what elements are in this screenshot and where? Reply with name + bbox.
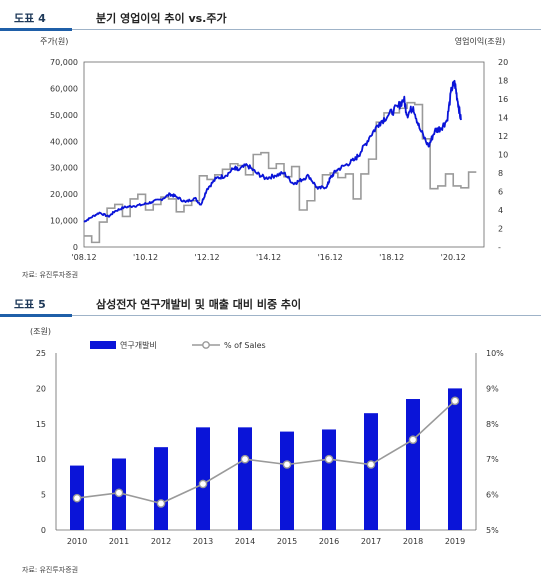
right-tick-label: 6 xyxy=(498,188,503,197)
left-tick-label: 0 xyxy=(41,526,46,535)
right-tick-label: 10 xyxy=(498,151,508,160)
right-tick-label: 18 xyxy=(498,77,508,86)
x-tick-label: '12.12 xyxy=(195,253,220,262)
right-tick-label: 16 xyxy=(498,95,508,104)
left-tick-label: 0 xyxy=(73,243,78,252)
x-tick-label: '16.12 xyxy=(318,253,343,262)
x-tick-label: 2019 xyxy=(445,537,465,546)
rnd-bar xyxy=(238,427,252,530)
right-tick-label: 7% xyxy=(486,455,499,464)
figure-header-2: 도표 5 삼성전자 연구개발비 및 매출 대비 비중 추이 xyxy=(0,292,541,317)
left-tick-label: 10,000 xyxy=(50,217,78,226)
right-tick-label: 6% xyxy=(486,491,499,500)
right-tick-label: 12 xyxy=(498,132,508,141)
sales-ratio-point xyxy=(72,493,82,503)
rnd-bar xyxy=(280,431,294,530)
rnd-bar xyxy=(154,447,168,530)
operating-profit-line xyxy=(84,101,477,244)
sales-ratio-point xyxy=(156,499,166,508)
x-tick-label: '14.12 xyxy=(256,253,281,262)
chart-rnd-expense: (조원) 0 5 10 15 20 25 5% 6% 7% 8% 9% 10% 2010 2011 2012 2… xyxy=(30,327,504,546)
left-axis-unit: (조원) xyxy=(30,327,51,336)
left-tick-label: 5 xyxy=(41,491,46,500)
left-tick-label: 40,000 xyxy=(50,137,78,146)
sales-ratio-point xyxy=(240,454,250,464)
chart-operating-profit-vs-price: 주가(원) 영업이익(조원) 0 10,000 20,000 30,000 40,000 50… xyxy=(40,36,508,262)
left-tick-label: 20 xyxy=(36,384,46,393)
left-tick-label: 10 xyxy=(36,455,46,464)
x-tick-label: 2011 xyxy=(109,537,129,546)
source-note-1: 자료: 유진투자증권 xyxy=(22,271,79,279)
sales-ratio-point xyxy=(114,488,124,498)
left-tick-label: 25 xyxy=(36,349,46,358)
x-tick-label: '20.12 xyxy=(441,253,466,262)
right-tick-label: 9% xyxy=(486,384,499,393)
x-tick-label: '18.12 xyxy=(379,253,404,262)
left-tick-label: 50,000 xyxy=(50,111,78,120)
right-tick-label: 5% xyxy=(486,526,499,535)
x-tick-label: 2014 xyxy=(235,537,255,546)
sales-ratio-point xyxy=(282,460,292,469)
x-tick-label: 2012 xyxy=(151,537,171,546)
legend-label-ratio: % of Sales xyxy=(224,341,266,350)
sales-ratio-line xyxy=(76,400,456,505)
x-tick-label: 2017 xyxy=(361,537,381,546)
source-note-2: 자료: 유진투자증권 xyxy=(22,566,79,574)
left-tick-label: 15 xyxy=(36,420,46,429)
sales-ratio-point xyxy=(198,479,208,489)
x-tick-label: '08.12 xyxy=(71,253,96,262)
figure-header-1: 도표 4 분기 영업이익 추이 vs.주가 xyxy=(0,6,541,31)
rnd-bar xyxy=(322,429,336,530)
rnd-bar xyxy=(406,399,420,530)
x-tick-label: 2015 xyxy=(277,537,297,546)
right-tick-label: 2 xyxy=(498,225,503,234)
right-tick-label: 20 xyxy=(498,58,508,67)
header-accent-1 xyxy=(0,28,72,31)
right-tick-label: 8% xyxy=(486,420,499,429)
legend-marker-ratio xyxy=(202,341,210,349)
figure-title-1: 분기 영업이익 추이 vs.주가 xyxy=(96,12,227,25)
right-tick-label: 4 xyxy=(498,206,503,215)
plot-frame xyxy=(83,61,485,248)
header-accent-2 xyxy=(0,314,72,317)
rnd-bar xyxy=(448,388,462,530)
sales-ratio-point xyxy=(450,396,460,406)
sales-ratio-point xyxy=(408,435,418,445)
right-tick-label: 14 xyxy=(498,114,508,123)
x-tick-label: 2016 xyxy=(319,537,339,546)
right-axis-unit: 영업이익(조원) xyxy=(455,36,505,46)
x-tick-label: 2013 xyxy=(193,537,213,546)
left-tick-label: 30,000 xyxy=(50,164,78,173)
right-tick-label: - xyxy=(498,243,501,252)
figure-number-2: 도표 5 xyxy=(14,298,46,311)
left-tick-label: 20,000 xyxy=(50,190,78,199)
legend-label-rnd: 연구개발비 xyxy=(120,340,157,350)
figure-number-1: 도표 4 xyxy=(14,12,46,25)
x-tick-label: '10.12 xyxy=(133,253,158,262)
sales-ratio-point xyxy=(366,460,376,469)
legend-swatch-rnd xyxy=(90,341,116,349)
sales-ratio-point xyxy=(324,454,334,464)
rnd-bar xyxy=(196,427,210,530)
header-rule-2 xyxy=(0,315,541,316)
left-tick-label: 70,000 xyxy=(50,58,78,67)
x-tick-label: 2018 xyxy=(403,537,423,546)
left-axis-unit: 주가(원) xyxy=(40,37,68,46)
figure-title-2: 삼성전자 연구개발비 및 매출 대비 비중 추이 xyxy=(96,298,302,311)
left-tick-label: 60,000 xyxy=(50,84,78,93)
header-rule-1 xyxy=(0,29,541,30)
right-tick-label: 10% xyxy=(486,349,504,358)
rnd-bar xyxy=(364,413,378,530)
right-tick-label: 8 xyxy=(498,169,503,178)
x-tick-label: 2010 xyxy=(67,537,87,546)
stock-price-line xyxy=(83,79,462,223)
